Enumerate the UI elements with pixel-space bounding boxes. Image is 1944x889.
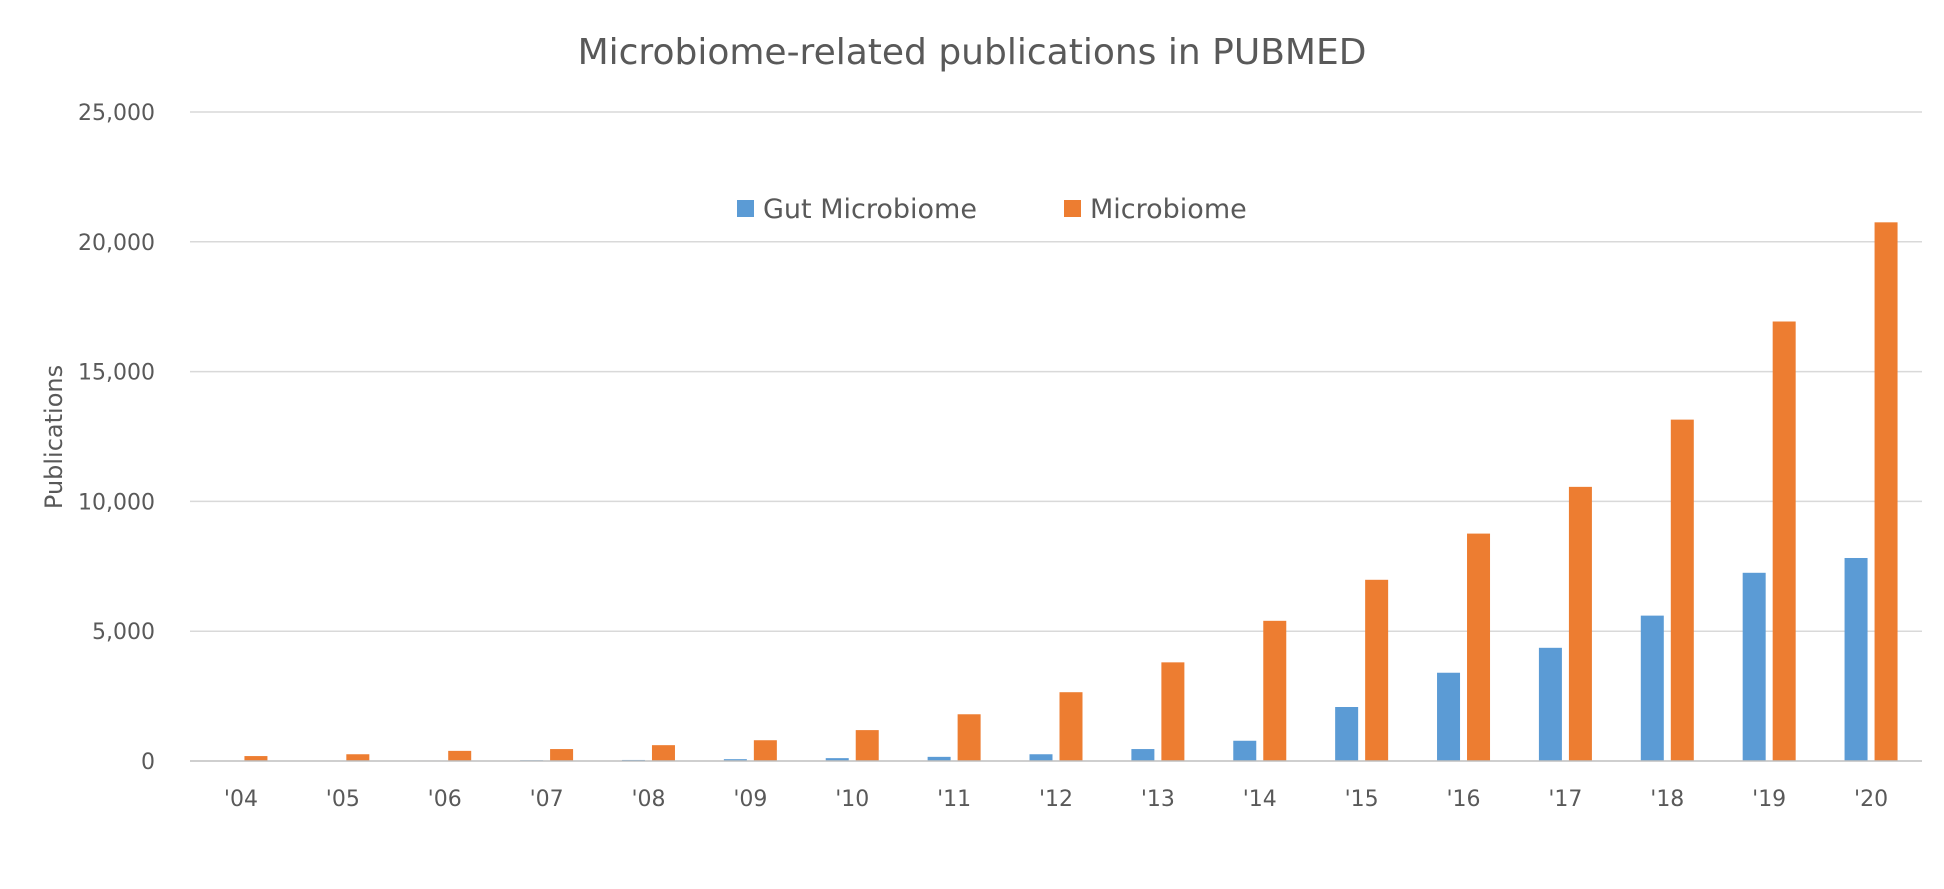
bar-microbiome <box>1568 486 1592 761</box>
legend-swatch <box>737 200 754 217</box>
gridlines <box>190 111 1922 632</box>
x-tick-label: '12 <box>1039 787 1073 812</box>
x-tick-label: '15 <box>1345 787 1379 812</box>
bar-gut-microbiome <box>723 759 747 761</box>
bar-gut-microbiome <box>1131 749 1155 761</box>
bar-microbiome <box>244 756 268 761</box>
x-tick-label: '17 <box>1548 787 1582 812</box>
bar-gut-microbiome <box>927 756 951 761</box>
y-axis-ticks: 0 5,000 10,000 15,000 20,000 25,000 <box>78 101 155 775</box>
bar-microbiome <box>1670 419 1694 761</box>
bar-gut-microbiome <box>1742 572 1766 761</box>
x-tick-label: '09 <box>733 787 767 812</box>
legend-label: Microbiome <box>1090 194 1247 225</box>
bar-microbiome <box>448 750 472 761</box>
x-tick-label: '04 <box>224 787 258 812</box>
bar-microbiome <box>1365 579 1389 761</box>
bar-microbiome <box>1263 620 1287 761</box>
y-tick-label: 10,000 <box>78 490 155 515</box>
bar-gut-microbiome <box>825 758 849 761</box>
y-tick-label: 20,000 <box>78 231 155 256</box>
x-tick-label: '06 <box>428 787 462 812</box>
legend-swatch <box>1064 200 1081 217</box>
bar-microbiome <box>753 740 777 761</box>
bar-gut-microbiome <box>1640 615 1664 761</box>
bar-gut-microbiome <box>1029 754 1053 761</box>
bar-microbiome <box>1467 533 1491 761</box>
legend: Gut Microbiome Microbiome <box>737 194 1247 225</box>
x-axis-ticks: '04 '05 '06 '07 '08 '09 '10 '11 '12 '13 '14 '15 '16 '… <box>224 787 1888 812</box>
bar-gut-microbiome <box>1437 672 1461 761</box>
bar-microbiome <box>346 754 370 761</box>
y-tick-label: 5,000 <box>92 620 155 645</box>
x-tick-label: '16 <box>1447 787 1481 812</box>
x-tick-label: '20 <box>1854 787 1888 812</box>
y-tick-label: 25,000 <box>78 101 155 126</box>
x-tick-label: '13 <box>1141 787 1175 812</box>
y-tick-label: 0 <box>141 750 155 775</box>
y-tick-label: 15,000 <box>78 361 155 386</box>
bar-microbiome <box>957 714 981 761</box>
bar-gut-microbiome <box>1335 707 1359 761</box>
bar-microbiome <box>1772 321 1796 761</box>
x-tick-label: '10 <box>835 787 869 812</box>
bar-microbiome <box>1874 222 1898 761</box>
bar-gut-microbiome <box>1538 647 1562 761</box>
bar-gut-microbiome <box>1233 740 1257 761</box>
chart-title: Microbiome-related publications in PUBME… <box>578 32 1367 73</box>
bar-microbiome <box>651 745 675 761</box>
x-tick-label: '07 <box>530 787 564 812</box>
x-tick-label: '19 <box>1752 787 1786 812</box>
bar-microbiome <box>855 730 879 761</box>
x-tick-label: '11 <box>937 787 971 812</box>
x-tick-label: '14 <box>1243 787 1277 812</box>
x-tick-label: '18 <box>1650 787 1684 812</box>
x-tick-label: '08 <box>631 787 665 812</box>
x-tick-label: '05 <box>326 787 360 812</box>
legend-label: Gut Microbiome <box>763 194 977 225</box>
bars <box>214 222 1898 761</box>
bar-microbiome <box>550 749 574 761</box>
y-axis-label: Publications <box>40 365 68 509</box>
bar-gut-microbiome <box>1844 557 1868 761</box>
bar-microbiome <box>1161 662 1185 761</box>
bar-microbiome <box>1059 692 1083 761</box>
